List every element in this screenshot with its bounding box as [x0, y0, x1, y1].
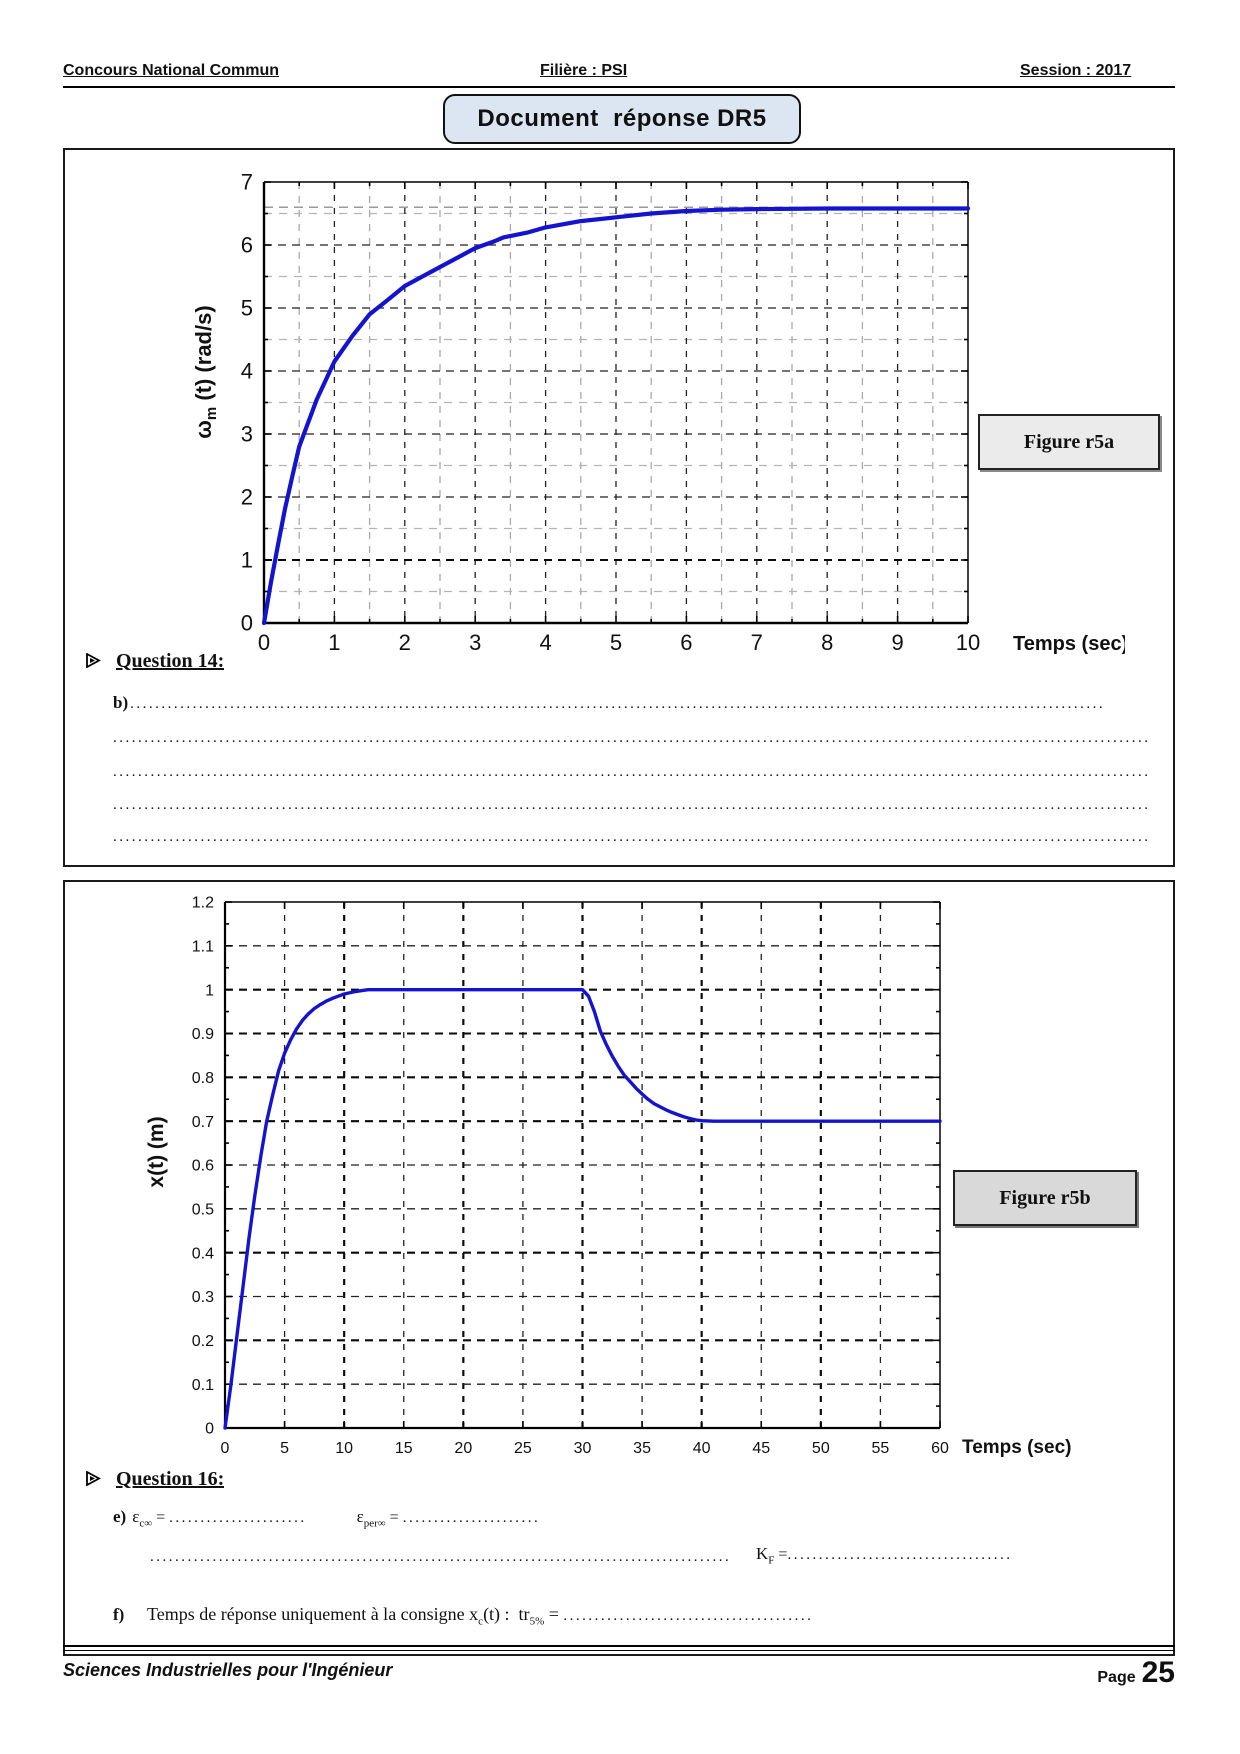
arrow-bullet-icon [85, 653, 102, 668]
question16-line-kf: ........................................… [150, 1544, 1153, 1566]
svg-text:6: 6 [680, 630, 692, 655]
figure-r5b-label: Figure r5b [999, 1186, 1091, 1209]
svg-text:40: 40 [693, 1440, 711, 1457]
svg-text:Temps (sec): Temps (sec) [1013, 633, 1125, 655]
svg-text:6: 6 [241, 233, 253, 258]
question14-title: Question 14: [116, 650, 225, 672]
figure-r5b-label-box: Figure r5b [953, 1170, 1137, 1226]
svg-text:1.2: 1.2 [192, 895, 214, 912]
answer-dots: .................................... [787, 1547, 1013, 1563]
answer-dots: ........................................… [130, 696, 1106, 712]
svg-text:3: 3 [469, 630, 481, 655]
svg-text:0: 0 [241, 611, 253, 636]
svg-text:10: 10 [335, 1440, 353, 1457]
question16-heading: Question 16: [85, 1468, 224, 1491]
question14-answer-line: ........................................… [113, 730, 1151, 746]
svg-text:1: 1 [205, 982, 214, 999]
svg-text:45: 45 [752, 1440, 770, 1457]
svg-text:1.1: 1.1 [192, 938, 214, 955]
svg-text:0: 0 [221, 1440, 230, 1457]
figure-r5a-label: Figure r5a [1023, 430, 1115, 453]
svg-text:0.2: 0.2 [192, 1333, 214, 1350]
question14-heading: Question 14: [85, 650, 224, 673]
footer-page: Page 25 [1097, 1656, 1175, 1690]
question16-line-f: f) Temps de réponse uniquement à la cons… [113, 1604, 1153, 1628]
svg-text:1: 1 [241, 548, 253, 573]
header-center: Filière : PSI [540, 62, 628, 79]
question16-e-label: e) [113, 1507, 127, 1526]
svg-text:10: 10 [956, 630, 980, 655]
question16-f-label: f) [113, 1605, 125, 1624]
footer-page-number: 25 [1141, 1656, 1175, 1689]
footer-page-word: Page [1097, 1669, 1136, 1686]
answer-dots: ........................................… [150, 1549, 728, 1566]
svg-text:20: 20 [454, 1440, 472, 1457]
svg-text:7: 7 [751, 630, 763, 655]
epsilon-c-symbol: εc∞ [132, 1507, 153, 1530]
svg-text:5: 5 [610, 630, 622, 655]
svg-text:0.7: 0.7 [192, 1114, 214, 1131]
svg-text:5: 5 [241, 296, 253, 321]
kf-symbol: KF [756, 1544, 775, 1567]
svg-text:4: 4 [241, 359, 253, 384]
arrow-bullet-icon [85, 1471, 102, 1486]
svg-text:0: 0 [205, 1421, 214, 1438]
svg-text:ωm​ (t) (rad/s): ωm​ (t) (rad/s) [191, 305, 220, 438]
question14-answer-line: ........................................… [113, 797, 1151, 813]
question14-answer-line-b: b)......................................… [113, 693, 1151, 713]
header-rule [63, 86, 1175, 88]
figure-r5a-label-box: Figure r5a [978, 414, 1160, 470]
footer-left: Sciences Industrielles pour l'Ingénieur [63, 1660, 393, 1680]
svg-text:50: 50 [812, 1440, 830, 1457]
svg-text:30: 30 [574, 1440, 592, 1457]
svg-text:1: 1 [328, 630, 340, 655]
svg-text:0.8: 0.8 [192, 1070, 214, 1087]
svg-text:0.1: 0.1 [192, 1377, 214, 1394]
svg-text:0: 0 [258, 630, 270, 655]
question14-answer-line: ........................................… [113, 764, 1151, 780]
svg-text:0.9: 0.9 [192, 1026, 214, 1043]
svg-text:15: 15 [395, 1440, 413, 1457]
svg-text:5: 5 [280, 1440, 289, 1457]
figure-r5a-frame: 0 1 2 3 4 5 6 7 8 9 10 0 1 2 3 4 5 6 7 Temps (sec) ωm​ (t) (… [63, 148, 1175, 867]
svg-text:8: 8 [821, 630, 833, 655]
equals-sign: = [152, 1509, 170, 1526]
answer-dots: ........................................ [563, 1608, 814, 1624]
epsilon-per-symbol: εper∞ [356, 1507, 386, 1530]
equals-sign: = [385, 1509, 403, 1526]
svg-text:9: 9 [891, 630, 903, 655]
svg-text:4: 4 [539, 630, 551, 655]
svg-text:0.5: 0.5 [192, 1201, 214, 1218]
svg-text:x(t) (m): x(t) (m) [145, 1116, 168, 1187]
question14-item-label: b) [113, 693, 129, 712]
question16-line-e: e) εc∞ = ...................... εper∞ = … [113, 1507, 1153, 1529]
header-left: Concours National Commun [63, 62, 280, 79]
document-title: Document réponse DR5 [477, 105, 767, 132]
svg-text:0.3: 0.3 [192, 1289, 214, 1306]
svg-text:3: 3 [241, 422, 253, 447]
question14-answer-line: ........................................… [113, 829, 1151, 845]
answer-dots: ...................... [169, 1510, 307, 1526]
svg-text:0.4: 0.4 [192, 1245, 214, 1262]
svg-text:35: 35 [633, 1440, 651, 1457]
footer-rule [63, 1645, 1175, 1651]
svg-text:25: 25 [514, 1440, 532, 1457]
answer-dots: ...................... [402, 1510, 541, 1526]
svg-text:2: 2 [241, 485, 253, 510]
svg-text:Temps (sec): Temps (sec) [962, 1437, 1071, 1458]
svg-text:0.6: 0.6 [192, 1158, 214, 1175]
svg-text:7: 7 [241, 170, 253, 195]
question16-f-text: Temps de réponse uniquement à la consign… [147, 1604, 564, 1628]
figure-r5b-chart: 0 5 10 15 20 25 30 35 40 45 50 55 60 0 0.1 0.2 0.3 0.4 0.5… [145, 895, 1071, 1458]
figure-r5b-frame: 0 5 10 15 20 25 30 35 40 45 50 55 60 0 0.1 0.2 0.3 0.4 0.5… [63, 880, 1175, 1656]
header-right: Session : 2017 [1020, 62, 1132, 79]
figure-r5a-chart: 0 1 2 3 4 5 6 7 8 9 10 0 1 2 3 4 5 6 7 Temps (sec) ωm​ (t) (… [191, 170, 1125, 655]
equals-sign: = [774, 1546, 788, 1563]
svg-text:60: 60 [931, 1440, 949, 1457]
document-title-box: Document réponse DR5 [443, 94, 801, 144]
question16-title: Question 16: [116, 1468, 225, 1490]
svg-text:55: 55 [872, 1440, 890, 1457]
svg-text:2: 2 [399, 630, 411, 655]
